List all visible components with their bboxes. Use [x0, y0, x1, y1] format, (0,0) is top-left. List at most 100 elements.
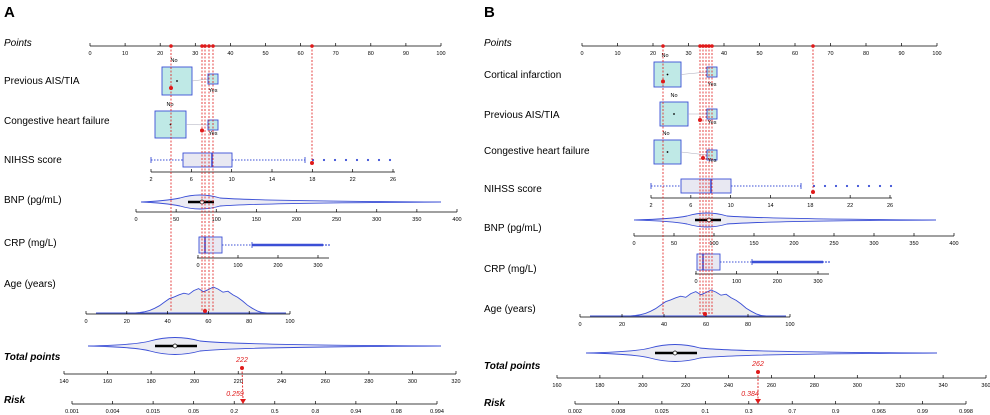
- no-level-point: [176, 80, 178, 82]
- bnp-axis-tick-label: 0: [134, 217, 137, 223]
- points-axis-tick-label: 20: [157, 51, 163, 57]
- bnp-axis-tick-label: 350: [412, 217, 421, 223]
- panel-letter: B: [484, 4, 495, 21]
- bnp-axis-tick-label: 300: [869, 241, 878, 247]
- nihss-axis-tick-label: 14: [767, 203, 773, 209]
- points-axis-tick-label: 0: [88, 51, 91, 57]
- outlier-dot: [377, 158, 381, 162]
- variable-label: Age (years): [484, 304, 536, 315]
- outlier-dot: [366, 158, 370, 162]
- bnp-axis-tick-label: 400: [452, 217, 461, 223]
- nihss-axis-tick-label: 22: [847, 203, 853, 209]
- no-level-label: No: [166, 102, 173, 108]
- bnp-axis-tick-label: 50: [671, 241, 677, 247]
- selected-level-dot: [169, 86, 173, 90]
- age-selected-dot: [203, 309, 207, 313]
- age-axis-tick-label: 60: [205, 319, 211, 325]
- nihss-axis-tick-label: 18: [807, 203, 813, 209]
- risk-axis-tick-label: 0.05: [188, 409, 199, 415]
- nihss-axis-tick-label: 22: [350, 177, 356, 183]
- bnp-axis-tick-label: 400: [949, 241, 958, 247]
- outlier-dot: [333, 158, 337, 162]
- total-points-axis-tick-label: 320: [451, 379, 460, 385]
- age-axis-tick-label: 40: [661, 322, 667, 328]
- risk-axis-tick-label: 0.008: [612, 409, 626, 415]
- total-median-dot: [172, 343, 178, 349]
- total-points-axis-tick-label: 260: [321, 379, 330, 385]
- risk-axis-tick-label: 0.998: [959, 409, 973, 415]
- risk-axis-tick-label: 0.98: [391, 409, 402, 415]
- variable-label: Risk: [484, 398, 506, 409]
- total-points-axis-tick-label: 320: [896, 383, 905, 389]
- age-density: [96, 286, 286, 314]
- bnp-violin: [633, 212, 937, 228]
- no-level-point: [673, 113, 675, 115]
- nihss-axis-tick-label: 10: [728, 203, 734, 209]
- projection-point: [710, 44, 714, 48]
- age-axis-tick-label: 100: [785, 322, 794, 328]
- risk-axis-tick-label: 0.1: [702, 409, 710, 415]
- bnp-axis-tick-label: 100: [709, 241, 718, 247]
- variable-label: Points: [484, 38, 512, 49]
- selected-level-dot: [701, 156, 705, 160]
- bnp-axis-tick-label: 300: [372, 217, 381, 223]
- points-axis-tick-label: 90: [898, 51, 904, 57]
- panel-letter: A: [4, 4, 15, 21]
- projection-point: [811, 44, 815, 48]
- points-axis-tick-label: 80: [863, 51, 869, 57]
- risk-axis-tick-label: 0.8: [312, 409, 320, 415]
- outlier-dot: [822, 261, 824, 263]
- total-points-axis-tick-label: 160: [103, 379, 112, 385]
- total-points-axis-tick-label: 180: [595, 383, 604, 389]
- bnp-axis-tick-label: 200: [789, 241, 798, 247]
- total-points-axis-tick-label: 280: [364, 379, 373, 385]
- outlier-dot: [856, 184, 860, 188]
- total-points-axis-tick-label: 160: [552, 383, 561, 389]
- total-points-value: 222: [235, 357, 248, 364]
- variable-label: NIHSS score: [484, 184, 542, 195]
- points-axis-tick-label: 20: [650, 51, 656, 57]
- total-points-axis-tick-label: 200: [190, 379, 199, 385]
- risk-value: 0.384: [741, 391, 759, 398]
- age-axis-tick-label: 80: [745, 322, 751, 328]
- no-level-label: No: [670, 93, 677, 99]
- total-points-axis-tick-label: 200: [638, 383, 647, 389]
- level-connector: [191, 78, 209, 82]
- points-axis-tick-label: 100: [436, 51, 445, 57]
- selected-level-dot: [200, 128, 204, 133]
- selected-level-dot: [661, 79, 665, 84]
- projection-point: [661, 44, 665, 48]
- total-points-value: 262: [751, 361, 764, 368]
- outlier-dot: [325, 244, 327, 246]
- nihss-axis-tick-label: 18: [309, 177, 315, 183]
- nihss-selected-dot: [811, 190, 815, 194]
- variable-label: Congestive heart failure: [484, 146, 590, 157]
- outlier-dot: [812, 184, 816, 188]
- bnp-axis-tick-label: 50: [173, 217, 179, 223]
- age-axis-tick-label: 0: [84, 319, 87, 325]
- variable-label: Total points: [484, 361, 541, 372]
- crp-axis-tick-label: 0: [196, 263, 199, 269]
- projection-point: [707, 44, 711, 48]
- risk-arrow: [755, 399, 761, 404]
- outlier-dot: [828, 261, 830, 263]
- level-connector: [185, 124, 209, 126]
- bnp-axis-tick-label: 250: [332, 217, 341, 223]
- outlier-dot: [823, 184, 827, 188]
- risk-axis-tick-label: 0.5: [271, 409, 279, 415]
- age-axis-tick-label: 0: [578, 322, 581, 328]
- nihss-axis-tick-label: 26: [887, 203, 893, 209]
- crp-axis-tick-label: 300: [813, 279, 822, 285]
- age-axis-tick-label: 20: [124, 319, 130, 325]
- points-axis-tick-label: 30: [685, 51, 691, 57]
- total-points-axis-tick-label: 220: [681, 383, 690, 389]
- nihss-axis-tick-label: 14: [269, 177, 275, 183]
- projection-point: [704, 44, 708, 48]
- total-points-violin: [87, 337, 442, 355]
- total-median-dot: [672, 350, 678, 356]
- outlier-dot: [845, 184, 849, 188]
- risk-axis-tick-label: 0.015: [146, 409, 160, 415]
- risk-axis-tick-label: 0.99: [917, 409, 928, 415]
- variable-label: Previous AIS/TIA: [4, 76, 80, 87]
